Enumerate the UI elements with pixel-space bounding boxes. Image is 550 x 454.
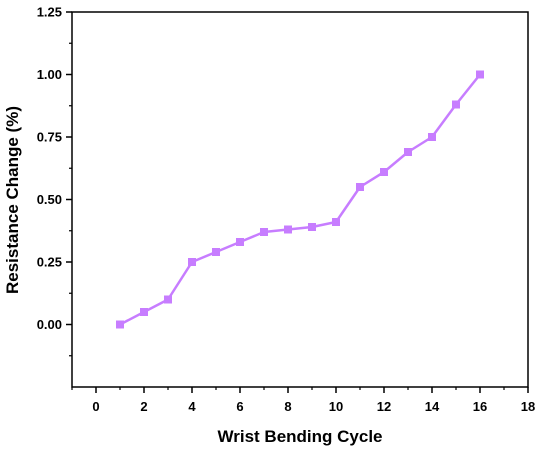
x-tick-label: 10 (329, 399, 343, 414)
data-point (452, 100, 460, 109)
x-axis-title: Wrist Bending Cycle (218, 427, 383, 446)
x-tick-label: 2 (140, 399, 147, 414)
x-tick-label: 14 (425, 399, 440, 414)
data-point (476, 70, 484, 79)
data-point (308, 223, 316, 231)
y-tick-label: 1.00 (37, 67, 62, 82)
y-tick-label: 1.25 (37, 5, 62, 20)
series-line (119, 73, 481, 326)
x-tick-label: 4 (188, 399, 196, 414)
x-tick-label: 18 (521, 399, 535, 414)
data-point (404, 148, 412, 156)
y-tick-label: 0.50 (37, 192, 62, 207)
x-tick-label: 12 (377, 399, 391, 414)
data-point (164, 295, 172, 304)
x-tick-label: 16 (473, 399, 487, 414)
x-tick-label: 6 (236, 399, 243, 414)
series-layer (116, 70, 484, 329)
x-tick-label: 0 (92, 399, 99, 414)
data-point (236, 238, 244, 246)
data-point (260, 228, 268, 236)
data-point (428, 133, 436, 141)
data-point (212, 248, 220, 256)
data-point (356, 183, 364, 191)
data-point (380, 168, 388, 176)
y-tick-label: 0.00 (37, 317, 62, 332)
tick-layer: 0 2 4 6 8 10 12 14 16 18 0.00 0.25 0.50 0.75 1.00 1.25 (37, 5, 536, 415)
y-tick-label: 0.75 (37, 130, 62, 145)
data-point (332, 218, 340, 226)
y-axis-title: Resistance Change (%) (3, 106, 22, 294)
x-tick-label: 8 (284, 399, 291, 414)
data-point (284, 225, 292, 234)
data-point (140, 308, 148, 316)
data-point (116, 320, 124, 329)
y-tick-label: 0.25 (37, 255, 62, 270)
plot-frame (71, 11, 529, 388)
data-point (188, 258, 196, 266)
